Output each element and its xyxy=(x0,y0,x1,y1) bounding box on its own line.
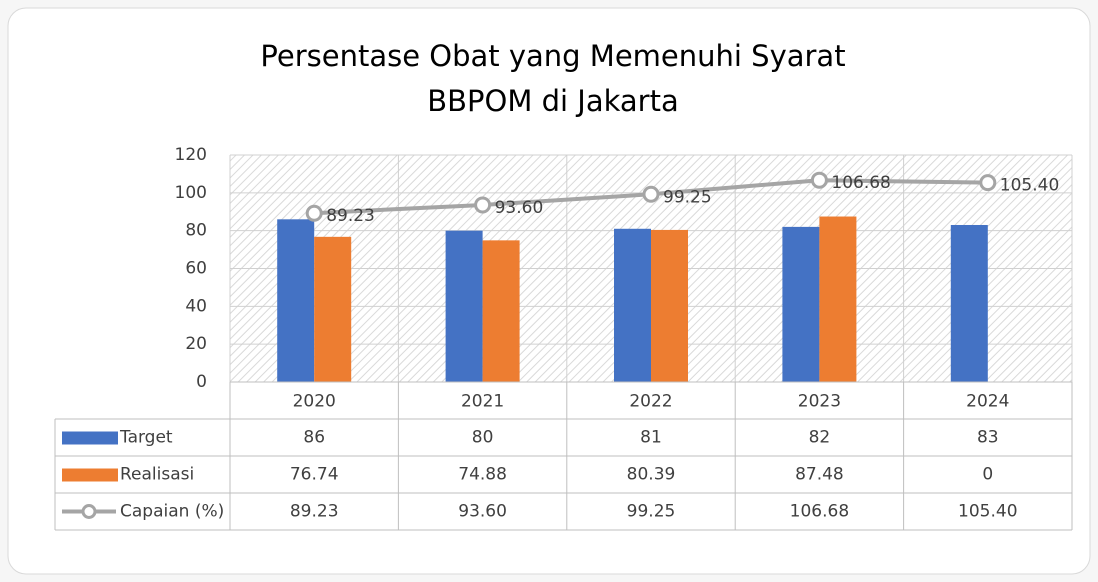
legend-label: Capaian (%) xyxy=(120,502,224,522)
table-cell: 86 xyxy=(303,428,325,448)
line-marker xyxy=(979,174,997,192)
y-tick-label: 120 xyxy=(175,145,207,165)
line-marker xyxy=(474,196,492,214)
x-tick-label: 2021 xyxy=(461,392,504,412)
y-tick-label: 100 xyxy=(175,183,207,203)
table-cell: 81 xyxy=(640,428,662,448)
table-cell: 99.25 xyxy=(627,502,676,522)
bar xyxy=(445,230,483,382)
y-tick-label: 0 xyxy=(196,372,207,392)
table-cell: 89.23 xyxy=(290,502,339,522)
x-tick-label: 2023 xyxy=(798,392,841,412)
legend-swatch xyxy=(62,431,118,445)
table-cell: 106.68 xyxy=(790,502,849,522)
data-label: 106.68 xyxy=(831,173,890,193)
table-cell: 74.88 xyxy=(458,465,507,485)
bar xyxy=(782,226,820,382)
x-tick-label: 2020 xyxy=(293,392,336,412)
bar xyxy=(614,228,651,382)
y-tick-label: 80 xyxy=(185,221,207,241)
bar xyxy=(482,240,520,382)
line-marker xyxy=(305,204,323,222)
legend-swatch xyxy=(62,468,118,482)
bar xyxy=(950,224,988,382)
chart-subtitle: BBPOM di Jakarta xyxy=(427,84,678,118)
bar xyxy=(277,219,315,382)
table-cell: 83 xyxy=(977,428,999,448)
table-cell: 105.40 xyxy=(958,502,1017,522)
table-cell: 80.39 xyxy=(627,465,676,485)
bar xyxy=(651,229,688,382)
y-tick-label: 20 xyxy=(185,334,207,354)
legend-marker xyxy=(81,504,97,519)
table-cell: 80 xyxy=(472,428,494,448)
bar xyxy=(314,236,352,382)
table-cell: 76.74 xyxy=(290,465,339,485)
legend-label: Realisasi xyxy=(120,465,194,485)
table-cell: 82 xyxy=(809,428,831,448)
x-tick-label: 2024 xyxy=(966,392,1009,412)
data-label: 99.25 xyxy=(663,187,712,207)
y-tick-label: 40 xyxy=(185,296,207,316)
table-cell: 93.60 xyxy=(458,502,507,522)
y-tick-label: 60 xyxy=(185,259,207,279)
bar xyxy=(819,216,857,382)
data-label: 93.60 xyxy=(495,198,544,218)
table-cell: 87.48 xyxy=(795,465,844,485)
chart-title: Persentase Obat yang Memenuhi Syarat xyxy=(260,39,845,73)
data-label: 89.23 xyxy=(326,206,375,226)
data-label: 105.40 xyxy=(1000,176,1059,196)
x-tick-label: 2022 xyxy=(629,392,672,412)
line-marker xyxy=(810,171,828,189)
legend-label: Target xyxy=(119,428,173,448)
line-marker xyxy=(642,185,660,203)
table-cell: 0 xyxy=(982,465,993,485)
